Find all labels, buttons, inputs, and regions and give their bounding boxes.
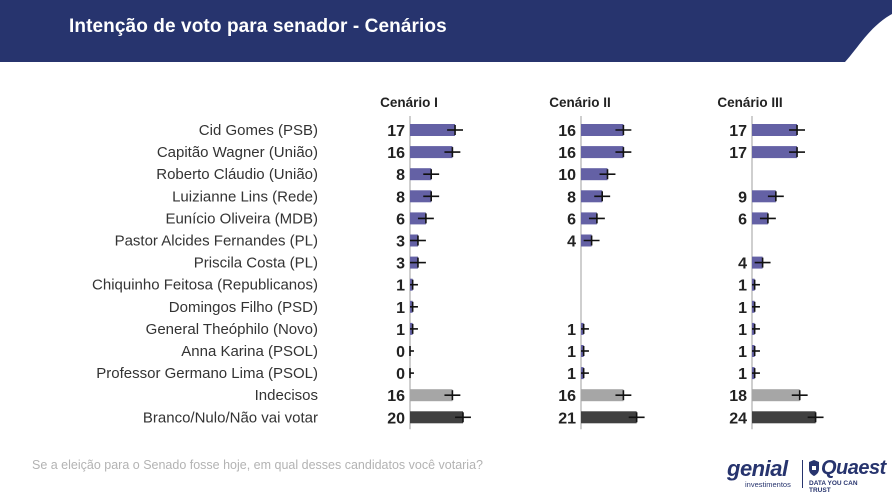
value-label: 18 <box>729 388 747 405</box>
value-label: 1 <box>567 344 576 361</box>
bar <box>752 146 798 159</box>
bar <box>410 190 432 203</box>
value-label: 3 <box>396 234 405 251</box>
category-label: Priscila Costa (PL) <box>194 255 318 272</box>
value-label: 24 <box>729 410 747 427</box>
value-label: 1 <box>567 322 576 339</box>
bar <box>752 124 798 136</box>
value-label: 4 <box>738 256 747 273</box>
bar <box>752 389 800 402</box>
category-label: Professor Germano Lima (PSOL) <box>96 365 318 382</box>
value-label: 1 <box>738 322 747 339</box>
survey-question: Se a eleição para o Senado fosse hoje, e… <box>32 458 483 472</box>
genial-logo-sub: investimentos <box>745 480 791 489</box>
value-label: 10 <box>558 167 576 184</box>
quaest-logo: Quaest DATA YOU CAN TRUST <box>807 456 886 494</box>
genial-logo: genial investimentos <box>727 456 799 490</box>
category-label: Chiquinho Feitosa (Republicanos) <box>92 277 318 294</box>
value-label: 8 <box>396 167 405 184</box>
value-label: 16 <box>387 388 405 405</box>
value-label: 9 <box>738 189 747 206</box>
value-label: 1 <box>738 278 747 295</box>
value-label: 20 <box>387 410 405 427</box>
value-label: 3 <box>396 256 405 273</box>
value-label: 21 <box>558 410 576 427</box>
value-label: 17 <box>729 123 747 140</box>
value-label: 17 <box>387 123 405 140</box>
value-label: 16 <box>558 388 576 405</box>
bar <box>581 190 603 203</box>
value-label: 8 <box>567 189 576 206</box>
value-label: 4 <box>567 234 576 251</box>
category-label: Cid Gomes (PSB) <box>199 122 318 139</box>
value-label: 16 <box>387 145 405 162</box>
category-label: General Theóphilo (Novo) <box>146 321 318 338</box>
category-label: Indecisos <box>255 387 318 404</box>
category-label: Domingos Filho (PSD) <box>169 299 318 316</box>
value-label: 16 <box>558 123 576 140</box>
bar <box>410 389 453 402</box>
bar <box>410 168 432 181</box>
category-label: Roberto Cláudio (União) <box>156 166 318 183</box>
value-label: 1 <box>396 322 405 339</box>
series-header: Cenário III <box>717 95 782 110</box>
value-label: 1 <box>738 344 747 361</box>
category-label: Pastor Alcides Fernandes (PL) <box>115 233 318 250</box>
series-header: Cenário I <box>380 95 438 110</box>
value-label: 8 <box>396 189 405 206</box>
bar <box>752 190 776 203</box>
value-label: 1 <box>396 300 405 317</box>
header-banner: Intenção de voto para senador - Cenários <box>0 0 892 62</box>
bar <box>410 124 456 136</box>
value-label: 0 <box>396 344 405 361</box>
series-header: Cenário II <box>549 95 611 110</box>
bar <box>581 168 608 181</box>
genial-logo-word: genial <box>727 456 788 481</box>
bar <box>410 411 463 424</box>
value-label: 1 <box>738 366 747 383</box>
category-label: Luizianne Lins (Rede) <box>172 188 318 205</box>
category-label: Capitão Wagner (União) <box>157 144 318 161</box>
category-label: Branco/Nulo/Não vai votar <box>143 409 318 426</box>
value-label: 6 <box>567 211 576 228</box>
value-label: 1 <box>567 366 576 383</box>
value-label: 6 <box>396 211 405 228</box>
bar <box>581 411 637 424</box>
quaest-logo-word: Quaest <box>821 457 886 479</box>
bar <box>581 389 624 402</box>
value-label: 16 <box>558 145 576 162</box>
value-label: 1 <box>396 278 405 295</box>
bar <box>752 411 816 424</box>
logo-divider <box>802 460 803 488</box>
header-background <box>0 0 892 62</box>
page-title: Intenção de voto para senador - Cenários <box>69 16 447 37</box>
value-label: 17 <box>729 145 747 162</box>
category-label: Anna Karina (PSOL) <box>181 343 318 360</box>
value-label: 1 <box>738 300 747 317</box>
value-label: 6 <box>738 211 747 228</box>
bar <box>410 146 453 159</box>
quaest-logo-sub: DATA YOU CAN TRUST <box>809 480 858 494</box>
category-label: Eunício Oliveira (MDB) <box>165 210 318 227</box>
value-label: 0 <box>396 366 405 383</box>
bar <box>581 124 624 136</box>
quaest-mark-icon <box>809 460 819 476</box>
bar <box>581 146 624 159</box>
